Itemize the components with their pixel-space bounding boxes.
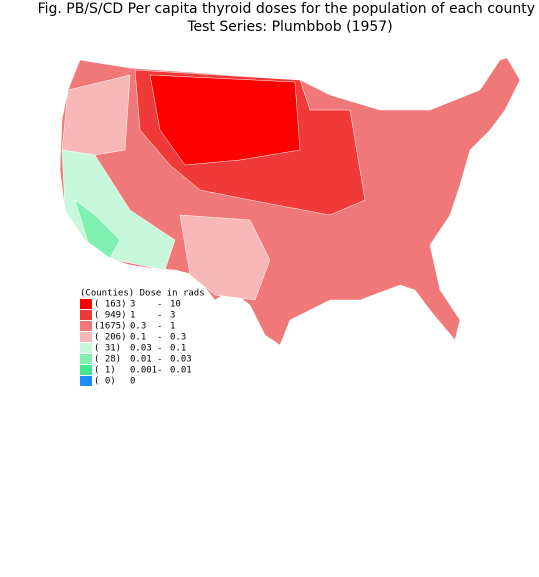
legend-high: 0.3	[170, 333, 186, 343]
legend-count: (1675)	[94, 322, 127, 332]
legend-high: 3	[170, 311, 175, 321]
legend-low: 0.001	[130, 366, 157, 376]
legend-low: 0.1	[130, 333, 146, 343]
legend-swatch	[80, 365, 92, 375]
legend-low: 0.03	[130, 344, 152, 354]
legend-dash: -	[157, 333, 162, 343]
map-region	[149, 74, 301, 166]
us-map	[59, 57, 521, 346]
legend-high: 1	[170, 322, 175, 332]
legend-swatch	[80, 343, 92, 353]
legend-count: ( 1)	[94, 366, 116, 376]
legend-high: 0.1	[170, 344, 186, 354]
legend-count: ( 28)	[94, 355, 121, 365]
legend-dash: -	[157, 311, 162, 321]
legend-high: 0.03	[170, 355, 192, 365]
legend-low: 0.01	[130, 355, 152, 365]
legend-dash: -	[157, 355, 162, 365]
title: Fig. PB/S/CD Per capita thyroid doses fo…	[38, 1, 535, 17]
legend-dash: -	[157, 322, 162, 332]
legend-swatch	[80, 321, 92, 331]
legend-count: ( 206)	[94, 333, 127, 343]
legend-low: 1	[130, 311, 135, 321]
legend-dash: -	[157, 300, 162, 310]
legend-count: ( 163)	[94, 300, 127, 310]
legend: ( 163) 3-10( 949) 1-3(1675) 0.3-1( 206) 0.1-…	[80, 299, 192, 387]
legend-swatch	[80, 332, 92, 342]
legend-dash: -	[157, 366, 162, 376]
legend-heading: (Counties) Dose in rads	[80, 289, 205, 299]
legend-count: ( 0)	[94, 377, 116, 387]
legend-high: 10	[170, 300, 181, 310]
legend-swatch	[80, 354, 92, 364]
map-region	[74, 199, 121, 259]
legend-swatch	[80, 376, 92, 386]
legend-swatch	[80, 299, 92, 309]
legend-count: ( 949)	[94, 311, 127, 321]
legend-count: ( 31)	[94, 344, 121, 354]
map-region	[179, 214, 271, 301]
legend-low: 3	[130, 300, 135, 310]
legend-high: 0.01	[170, 366, 192, 376]
map-region	[61, 74, 131, 156]
legend-dash: -	[157, 344, 162, 354]
subtitle: Test Series: Plumbbob (1957)	[186, 19, 392, 35]
legend-low: 0	[130, 377, 135, 387]
legend-low: 0.3	[130, 322, 146, 332]
legend-swatch	[80, 310, 92, 320]
